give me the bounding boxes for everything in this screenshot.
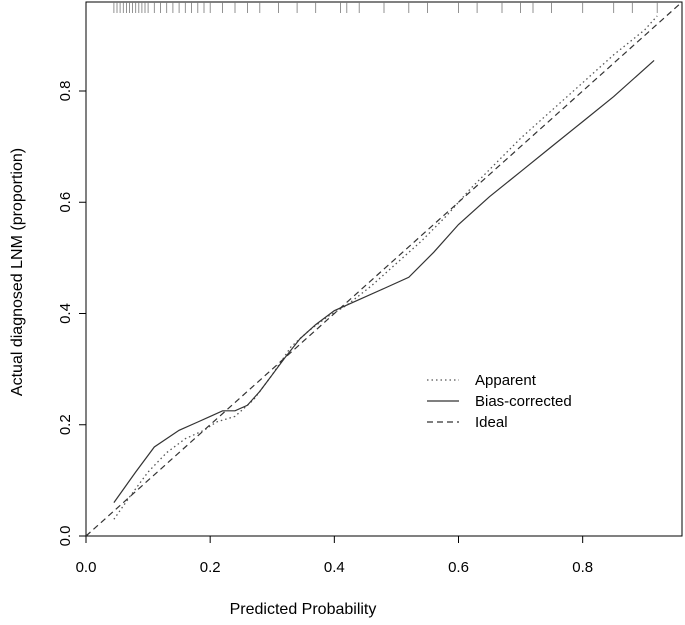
- y-axis: 0.0 0.2 0.4 0.6 0.8: [57, 81, 86, 547]
- y-tick-label: 0.6: [57, 192, 74, 213]
- x-axis: 0.0 0.2 0.4 0.6 0.8: [76, 536, 593, 576]
- legend-label: Apparent: [475, 372, 537, 389]
- legend-label: Bias-corrected: [475, 393, 572, 410]
- legend-label: Ideal: [475, 414, 508, 431]
- y-tick-label: 0.2: [57, 414, 74, 435]
- series-line-apparent: [113, 15, 658, 520]
- y-tick-label: 0.8: [57, 81, 74, 102]
- rug-marks: [113, 2, 658, 13]
- y-axis-title: Actual diagnosed LNM (proportion): [9, 148, 26, 396]
- x-tick-label: 0.8: [572, 559, 593, 576]
- x-axis-title: Predicted Probability: [230, 601, 377, 618]
- series-layer: [85, 1, 683, 537]
- series-line-ideal: [85, 1, 683, 537]
- y-tick-label: 0.0: [57, 526, 74, 547]
- series-line-bias-corrected: [113, 59, 655, 503]
- x-tick-label: 0.6: [448, 559, 469, 576]
- x-tick-label: 0.0: [76, 559, 97, 576]
- y-tick-label: 0.4: [57, 303, 74, 324]
- x-tick-label: 0.4: [324, 559, 345, 576]
- x-tick-label: 0.2: [200, 559, 221, 576]
- legend: Apparent Bias-corrected Ideal: [427, 372, 572, 431]
